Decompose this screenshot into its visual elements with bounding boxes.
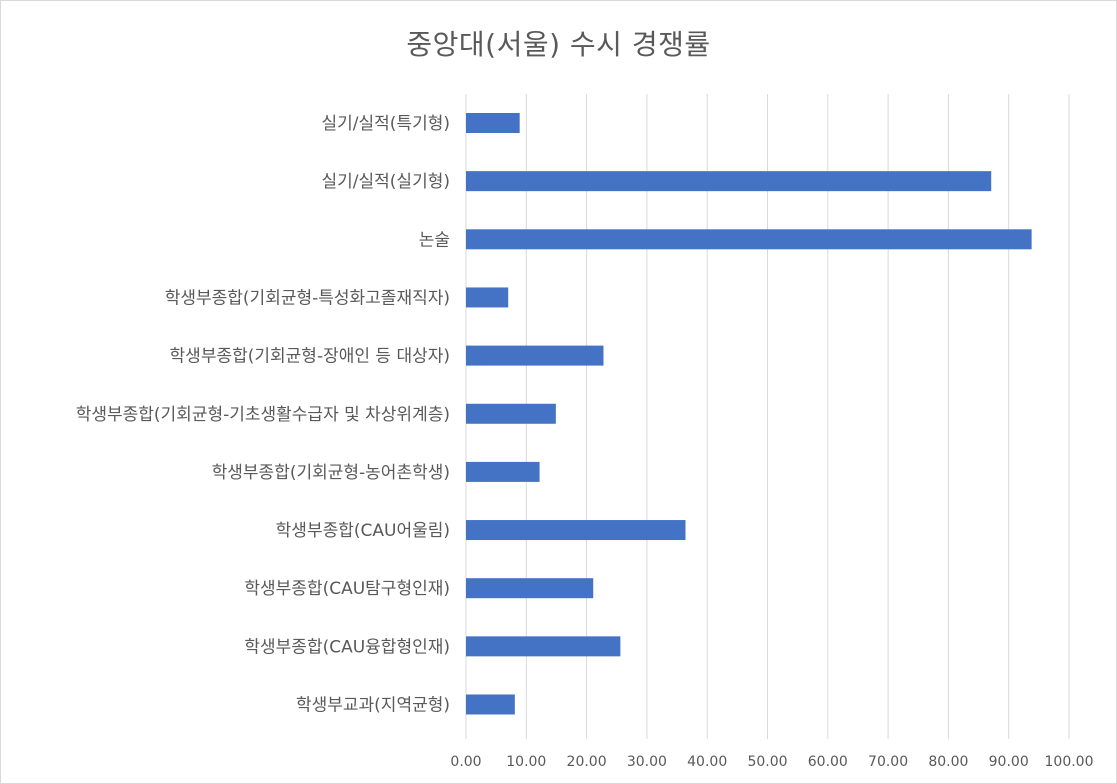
category-label: 학생부종합(CAU어울림) bbox=[276, 521, 450, 541]
bar bbox=[466, 520, 686, 541]
bar bbox=[466, 636, 621, 657]
x-tick-label: 90.00 bbox=[989, 754, 1029, 770]
category-label: 학생부종합(CAU융합형인재) bbox=[244, 637, 450, 657]
category-label: 논술 bbox=[419, 230, 450, 250]
category-label: 학생부종합(기회균형-기초생활수급자 및 차상위계층) bbox=[76, 405, 450, 425]
x-tick-label: 20.00 bbox=[567, 754, 607, 770]
bar bbox=[466, 403, 556, 424]
bar bbox=[466, 694, 515, 715]
bar bbox=[466, 113, 520, 133]
bar bbox=[466, 461, 540, 482]
bar bbox=[466, 345, 604, 366]
x-tick-label: 80.00 bbox=[928, 754, 968, 770]
x-tick-label: 40.00 bbox=[687, 754, 727, 770]
category-label: 학생부종합(기회균형-특성화고졸재직자) bbox=[165, 288, 450, 308]
x-tick-label: 10.00 bbox=[506, 754, 546, 770]
bar bbox=[466, 229, 1032, 250]
x-tick-label: 70.00 bbox=[868, 754, 908, 770]
x-tick-label: 100.00 bbox=[1045, 754, 1094, 770]
category-label: 실기/실적(실기형) bbox=[322, 172, 450, 192]
bar bbox=[466, 171, 992, 192]
category-label: 학생부종합(기회균형-장애인 등 대상자) bbox=[170, 347, 450, 367]
bar bbox=[466, 578, 594, 599]
category-label: 학생부교과(지역균형) bbox=[296, 696, 450, 716]
bar bbox=[466, 287, 509, 308]
category-label: 학생부종합(CAU탐구형인재) bbox=[244, 579, 450, 599]
category-label: 학생부종합(기회균형-농어촌학생) bbox=[212, 463, 450, 483]
x-tick-label: 0.00 bbox=[450, 754, 481, 770]
x-tick-label: 50.00 bbox=[747, 754, 787, 770]
x-tick-label: 60.00 bbox=[808, 754, 848, 770]
x-tick-label: 30.00 bbox=[627, 754, 667, 770]
category-label: 실기/실적(특기형) bbox=[322, 114, 450, 134]
chart-title: 중앙대(서울) 수시 경쟁률 bbox=[406, 28, 711, 61]
